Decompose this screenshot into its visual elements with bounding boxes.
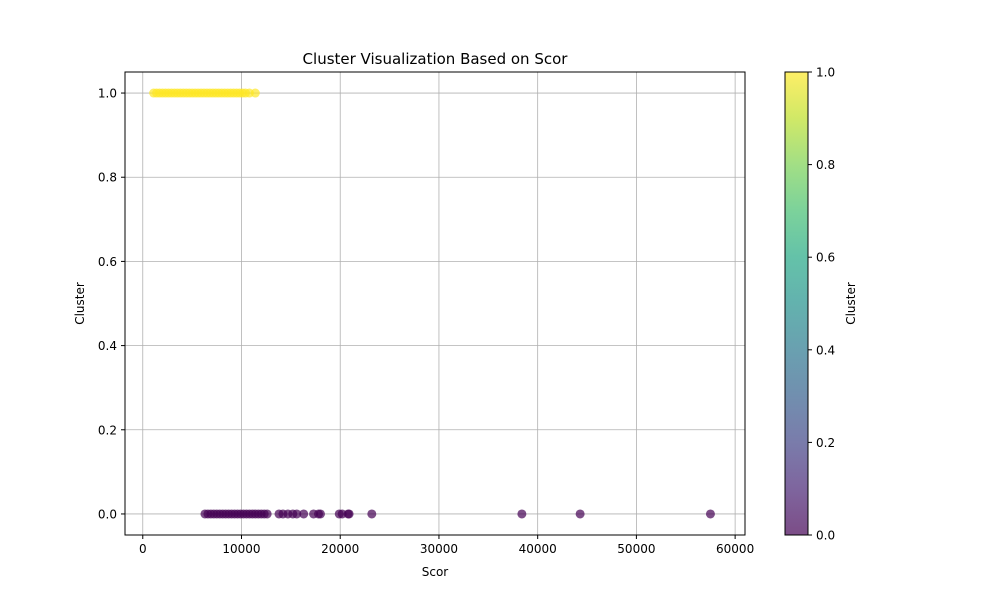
colorbar-tick-label: 0.6 bbox=[816, 251, 835, 265]
data-point bbox=[262, 509, 272, 519]
colorbar-tick-label: 0.0 bbox=[816, 529, 835, 543]
y-axis-label: Cluster bbox=[73, 282, 87, 325]
y-tick-label: 0.0 bbox=[98, 507, 117, 521]
colorbar: 0.0 0.2 0.4 0.6 0.8 1.0 Cluster bbox=[784, 66, 858, 543]
data-point bbox=[299, 509, 309, 519]
x-tick-label: 20000 bbox=[321, 542, 359, 556]
x-tick-label: 30000 bbox=[420, 542, 458, 556]
y-tick-label: 0.6 bbox=[98, 255, 117, 269]
data-point bbox=[315, 509, 325, 519]
data-point bbox=[292, 509, 302, 519]
colorbar-tick-label: 0.4 bbox=[816, 343, 835, 357]
data-point bbox=[367, 509, 377, 519]
x-tick-label: 50000 bbox=[617, 542, 655, 556]
colorbar-ticks: 0.0 0.2 0.4 0.6 0.8 1.0 bbox=[808, 66, 835, 543]
x-tick-label: 60000 bbox=[716, 542, 754, 556]
colorbar-label: Cluster bbox=[844, 282, 858, 325]
colorbar-tick-label: 0.2 bbox=[816, 436, 835, 450]
colorbar-tick-label: 0.8 bbox=[816, 158, 835, 172]
data-point bbox=[575, 509, 585, 519]
y-axis-ticks: 0.0 0.2 0.4 0.6 0.8 1.0 bbox=[98, 87, 125, 521]
x-axis-label: Scor bbox=[422, 565, 449, 579]
colorbar-tick-label: 1.0 bbox=[816, 66, 835, 80]
y-tick-label: 1.0 bbox=[98, 87, 117, 101]
x-tick-label: 10000 bbox=[222, 542, 260, 556]
y-tick-label: 0.8 bbox=[98, 171, 117, 185]
x-tick-label: 0 bbox=[139, 542, 147, 556]
y-tick-label: 0.2 bbox=[98, 423, 117, 437]
y-tick-label: 0.4 bbox=[98, 339, 117, 353]
x-tick-label: 40000 bbox=[519, 542, 557, 556]
plot-area-frame bbox=[124, 71, 746, 536]
data-point bbox=[250, 88, 260, 98]
data-points bbox=[149, 88, 715, 519]
grid-lines bbox=[125, 72, 745, 535]
data-point bbox=[344, 509, 354, 519]
colorbar-gradient bbox=[785, 72, 808, 535]
chart-title: Cluster Visualization Based on Scor bbox=[303, 50, 569, 68]
colorbar-frame bbox=[784, 71, 809, 536]
data-point bbox=[517, 509, 527, 519]
x-axis-ticks: 0 10000 20000 30000 40000 50000 60000 bbox=[139, 535, 754, 556]
data-point bbox=[705, 509, 715, 519]
